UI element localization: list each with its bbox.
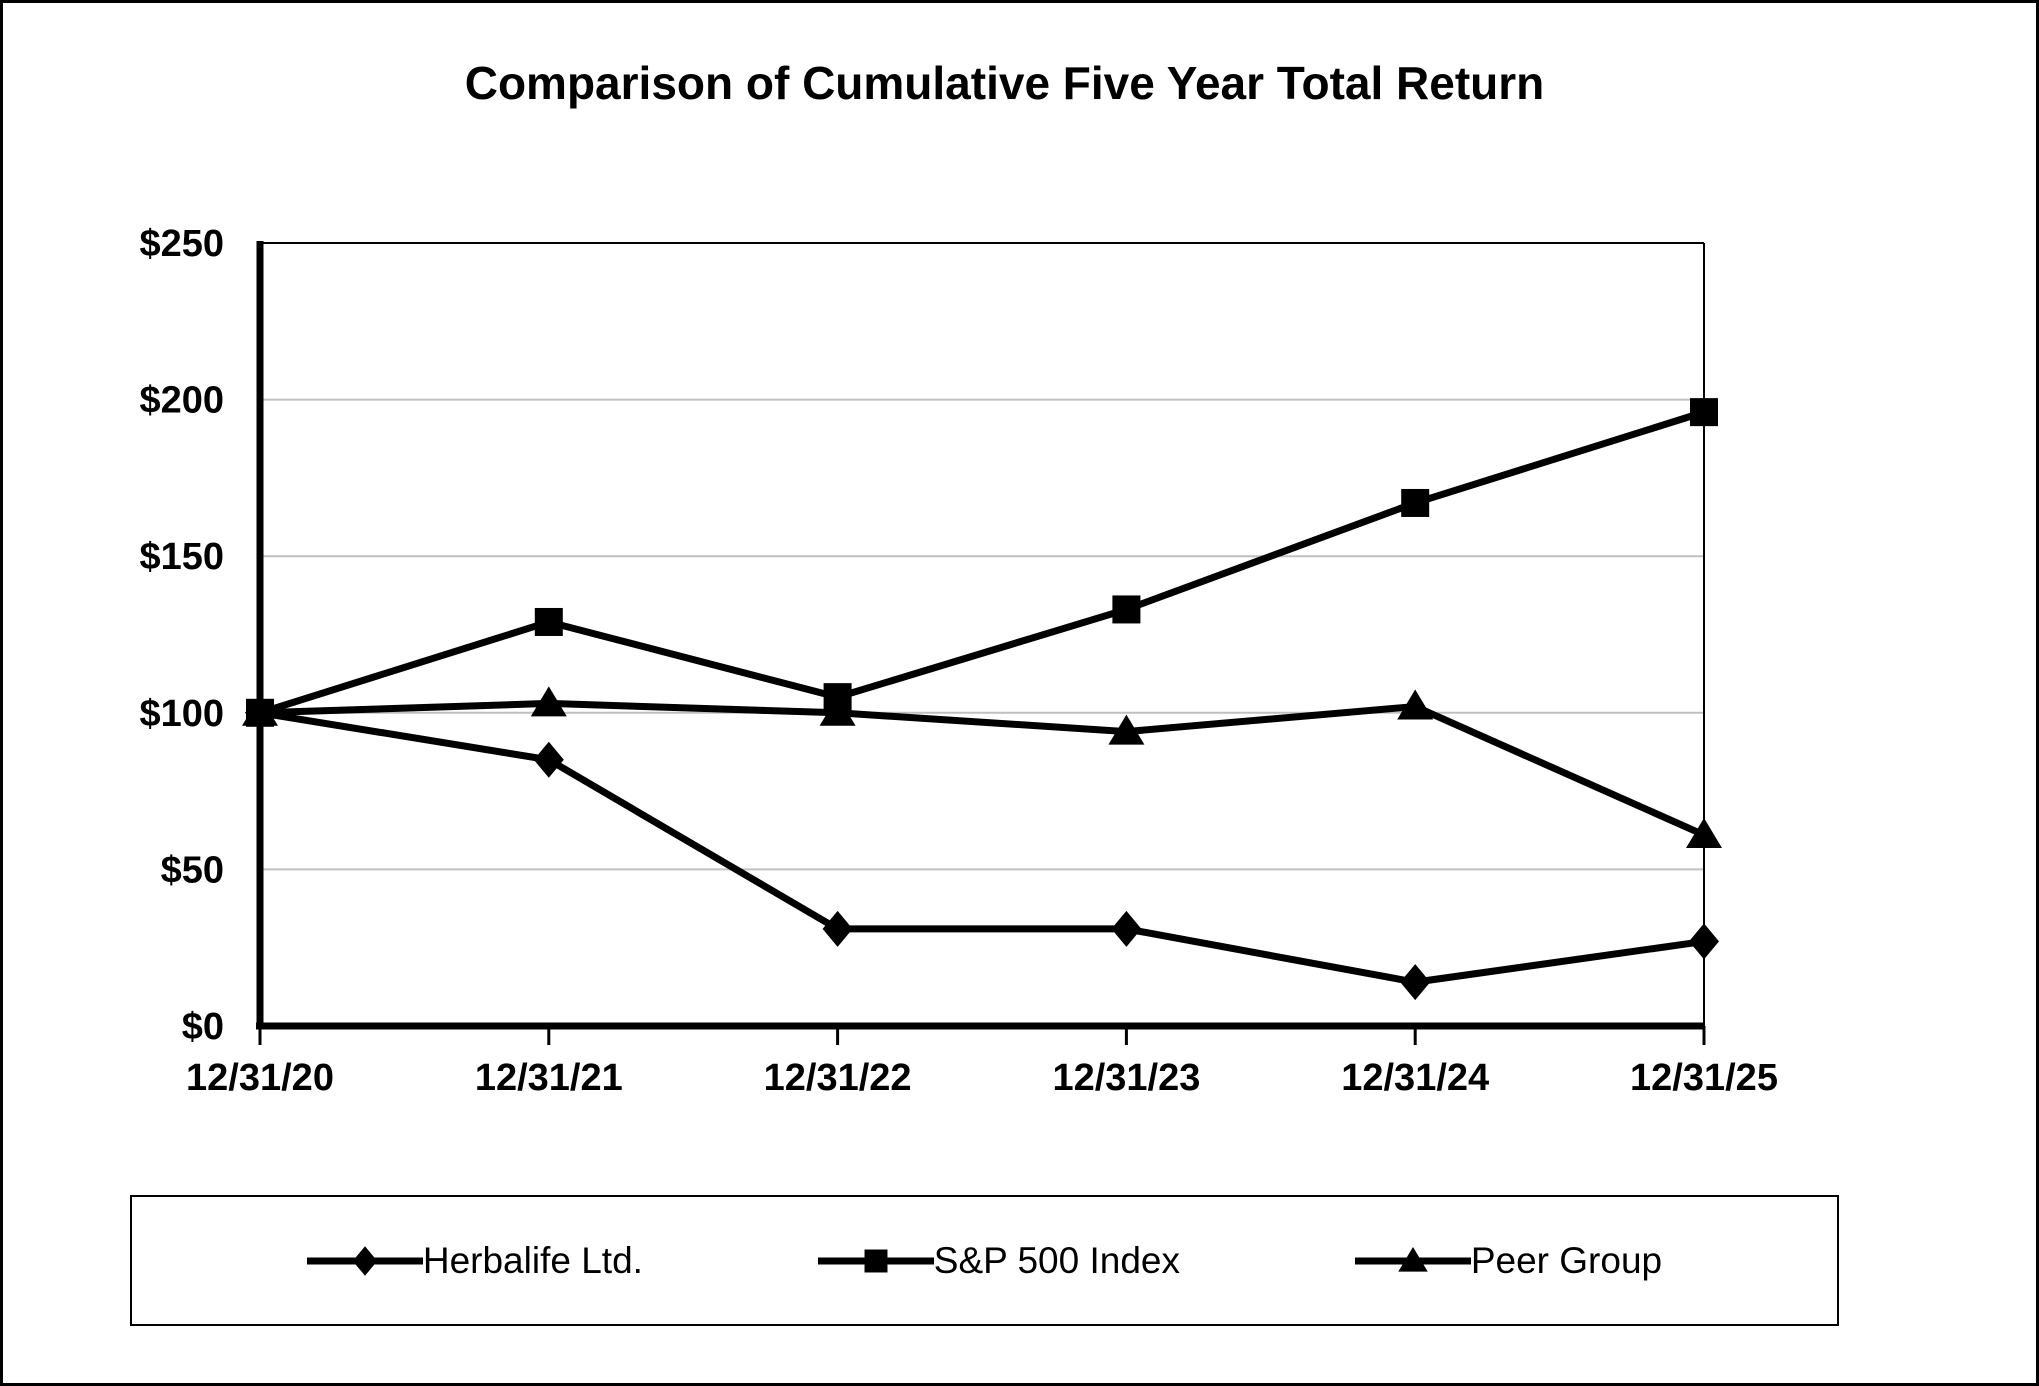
x-tick-label-12-31-24: 12/31/24 [1341, 1057, 1489, 1099]
data-point-herbalife-ltd-5 [1689, 923, 1719, 960]
y-tick-label-3: $150 [139, 536, 224, 578]
legend-label: Herbalife Ltd. [422, 1239, 643, 1281]
data-point-s-p-500-index-1 [534, 607, 563, 636]
x-tick-label-12-31-20: 12/31/20 [186, 1057, 334, 1099]
legend-marker-s-p-500-index [864, 1249, 888, 1272]
x-tick-label-12-31-25: 12/31/25 [1630, 1057, 1778, 1099]
y-tick-label-0: $0 [182, 1006, 224, 1048]
legend-item-peer-group: Peer Group [1354, 1239, 1663, 1283]
legend-item-s-p-500-index: S&P 500 Index [817, 1239, 1180, 1283]
data-point-herbalife-ltd-4 [1400, 964, 1431, 1001]
data-point-s-p-500-index-5 [1690, 398, 1718, 427]
x-tick-label-12-31-23: 12/31/23 [1052, 1057, 1200, 1099]
legend-marker-herbalife-ltd [352, 1245, 378, 1276]
x-tick-label-12-31-22: 12/31/22 [764, 1057, 912, 1099]
data-point-herbalife-ltd-3 [1111, 910, 1142, 947]
data-point-peer-group-5 [1686, 817, 1722, 848]
series-line-s-p-500-index [258, 408, 1706, 717]
data-point-s-p-500-index-3 [1112, 595, 1141, 624]
chart-title: Comparison of Cumulative Five Year Total… [464, 57, 1545, 109]
data-point-herbalife-ltd-1 [533, 741, 564, 778]
y-tick-label-5: $250 [139, 223, 224, 265]
data-point-herbalife-ltd-2 [822, 910, 853, 947]
x-tick-label-12-31-21: 12/31/21 [475, 1057, 623, 1099]
legend-label: Peer Group [1470, 1239, 1663, 1281]
data-point-peer-group-3 [1108, 714, 1145, 745]
series-line-peer-group [259, 699, 1706, 839]
data-point-s-p-500-index-2 [823, 683, 852, 712]
legend-label: S&P 500 Index [933, 1239, 1180, 1281]
chart-legend: Herbalife Ltd. S&P 500 Index Peer Group [130, 1195, 1839, 1326]
triangle-marker-icon [1354, 1246, 1471, 1272]
series-line-herbalife-ltd [259, 709, 1705, 986]
diamond-marker-icon [306, 1245, 423, 1276]
data-point-peer-group-1 [530, 686, 567, 717]
y-tick-label-2: $100 [139, 693, 224, 735]
y-tick-label-1: $50 [161, 849, 224, 891]
legend-marker-peer-group [1398, 1246, 1428, 1272]
y-tick-label-4: $200 [139, 380, 224, 422]
legend-item-herbalife-ltd: Herbalife Ltd. [306, 1239, 643, 1283]
data-point-peer-group-4 [1397, 689, 1434, 720]
data-point-s-p-500-index-4 [1401, 488, 1430, 517]
square-marker-icon [817, 1249, 934, 1272]
data-point-s-p-500-index-0 [246, 698, 274, 727]
